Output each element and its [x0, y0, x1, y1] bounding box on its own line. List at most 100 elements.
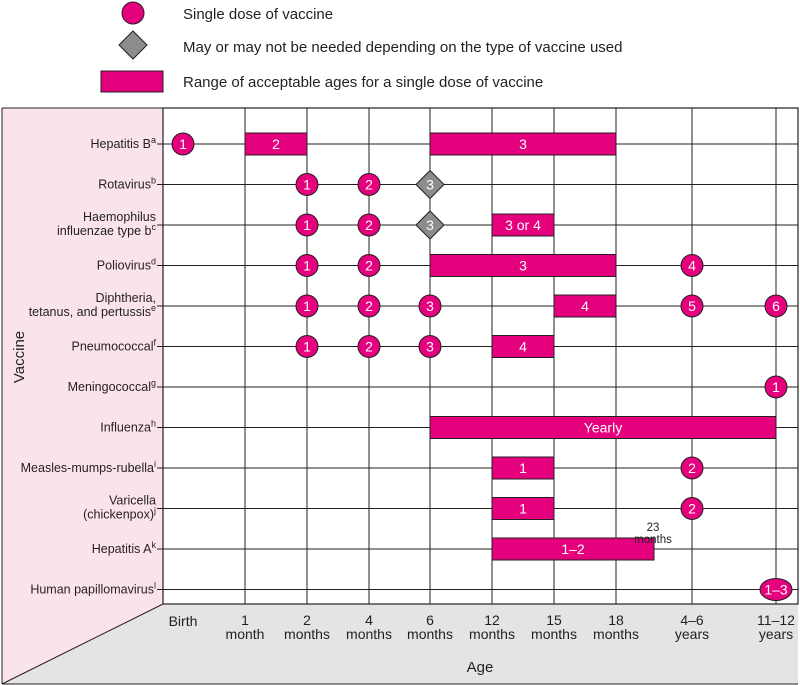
dose-range-label: 1: [519, 501, 527, 517]
optional-dose-label: 3: [426, 177, 434, 193]
panel-diagonal: [1, 603, 164, 685]
dose-range-label: 4: [581, 298, 589, 314]
age-tick-label: 15: [546, 612, 562, 628]
age-tick-label: 4–6: [680, 612, 704, 628]
dose-range-label: 3: [519, 136, 527, 152]
dose-marker: [295, 335, 319, 358]
vaccine-label: Measles-mumps-rubellai: [21, 459, 156, 475]
legend-label-range: Range of acceptable ages for a single do…: [183, 74, 543, 91]
dose-marker: [418, 294, 442, 318]
vaccine-label: Haemophilus: [83, 210, 156, 224]
dose-marker: [357, 213, 381, 237]
dose-marker-label: 2: [365, 258, 373, 274]
age-tick-label: months: [531, 626, 577, 642]
x-axis-title: Age: [467, 659, 494, 676]
dose-marker-label: 3: [426, 339, 434, 355]
optional-dose-marker: [415, 169, 445, 200]
dose-marker-label: 2: [365, 177, 373, 193]
vaccine-label: (chickenpox)j: [83, 506, 156, 522]
vaccine-labels: Hepatitis Ba Rotavirusb Haemophilusinfluen…: [21, 135, 157, 597]
age-tick-label: 11–12: [757, 612, 795, 628]
dose-range-label: 4: [519, 339, 527, 355]
annotation-text: 23: [647, 522, 660, 534]
dose-marker-label: 2: [365, 339, 373, 355]
dose-marker-label: 1: [303, 217, 311, 233]
vaccine-label: Human papillomavirusl: [30, 581, 156, 597]
dose-marker: [680, 456, 704, 480]
dose-range-label: 3: [519, 258, 527, 274]
age-tick-label: 18: [608, 612, 624, 628]
age-tick-labels: Birth 1month2months4months6months12months…: [169, 612, 796, 642]
dose-range-bar: [491, 537, 655, 561]
vaccine-label: Meningococcalg: [68, 378, 156, 394]
dose-marker-label: 2: [365, 217, 373, 233]
dose-marker: [295, 254, 319, 277]
dose-marker: [357, 294, 381, 318]
dose-marker-label: 2: [688, 501, 696, 517]
age-tick-label: Birth: [169, 613, 198, 629]
optional-dose-marker: [415, 210, 445, 240]
dose-range-bar: [491, 456, 555, 480]
dose-marker: [759, 578, 793, 601]
vaccine-label: Hepatitis Ak: [92, 540, 157, 556]
vaccine-label: tetanus, and pertussise: [29, 303, 156, 319]
dose-marker: [764, 294, 788, 318]
age-axis-panel: [2, 604, 798, 684]
dose-marker: [680, 497, 704, 520]
age-tick-label: 12: [484, 612, 500, 628]
dose-marker: [295, 173, 319, 196]
vaccine-label: Influenzah: [100, 419, 156, 435]
vaccine-label: influenzae type bc: [57, 222, 157, 238]
vaccine-label: Pneumococcalf: [71, 338, 156, 354]
dose-range-bar: [244, 132, 308, 156]
dose-marker-label: 1: [303, 258, 311, 274]
dose-range-label: 1–2: [561, 541, 585, 557]
dose-range-label: 1: [519, 460, 527, 476]
dose-marker-label: 4: [688, 258, 696, 274]
dose-marker-label: 3: [426, 298, 434, 314]
dose-marker: [680, 254, 704, 277]
dose-marker-label: 1: [772, 379, 780, 395]
dose-marker-label: 1–3: [764, 582, 788, 598]
dose-marker-label: 5: [688, 298, 696, 314]
dose-range-bar: [491, 497, 555, 520]
dose-marker-label: 6: [772, 298, 780, 314]
age-tick-label: 6: [426, 612, 434, 628]
dose-marker: [357, 173, 381, 196]
legend-diamond-icon: [118, 30, 148, 60]
dose-marker: [295, 213, 319, 237]
age-tick-label: month: [226, 626, 265, 642]
dose-marker-label: 1: [179, 136, 187, 152]
age-tick-label: months: [407, 626, 453, 642]
age-tick-label: months: [593, 626, 639, 642]
age-tick-label: 2: [303, 612, 311, 628]
dose-marker: [357, 254, 381, 277]
age-tick-label: years: [675, 626, 709, 642]
dose-range-label: 3 or 4: [505, 217, 541, 233]
dose-marker-label: 1: [303, 177, 311, 193]
dose-marker-label: 2: [688, 460, 696, 476]
dose-marker-label: 1: [303, 298, 311, 314]
vaccine-label: Poliovirusd: [97, 257, 156, 273]
age-tick-label: 1: [241, 612, 249, 628]
dose-range-bar: [429, 416, 777, 439]
age-tick-label: months: [284, 626, 330, 642]
plot-border: [162, 107, 799, 605]
dose-marker: [680, 294, 704, 318]
legend-bar-icon: [100, 70, 164, 93]
plot-area: [163, 108, 798, 604]
optional-dose-label: 3: [426, 217, 434, 233]
y-axis-title: Vaccine: [11, 331, 28, 383]
dose-marker: [171, 132, 195, 156]
legend-label-dose: Single dose of vaccine: [183, 6, 333, 23]
legend-label-optional: May or may not be needed depending on th…: [183, 39, 622, 56]
vaccine-axis-panel: [2, 108, 163, 684]
dose-range-bar: [429, 254, 617, 277]
dose-marker: [295, 294, 319, 318]
vaccine-label: Hepatitis Ba: [91, 135, 156, 151]
legend-circle-icon: [121, 1, 145, 25]
age-tick-label: months: [469, 626, 515, 642]
dose-range-bar: [553, 294, 617, 318]
